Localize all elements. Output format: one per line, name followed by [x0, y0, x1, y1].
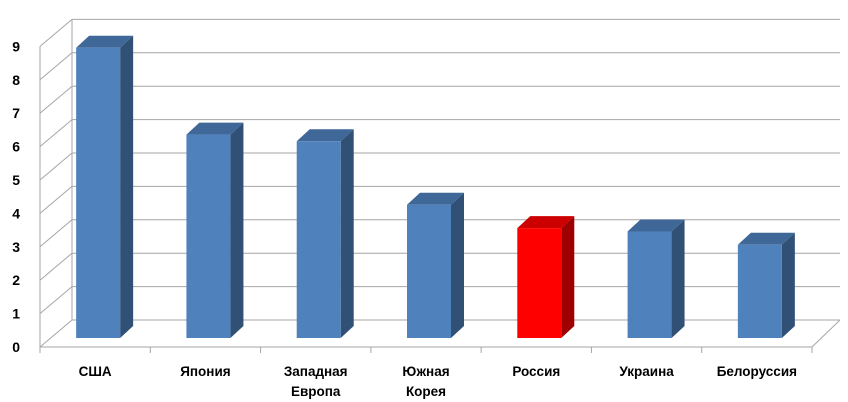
x-category-label: Европа: [291, 384, 341, 399]
y-tick-label: 2: [12, 272, 20, 288]
bar-top: [407, 192, 464, 205]
y-tick-label: 9: [12, 38, 20, 54]
bar-front: [517, 228, 562, 338]
gridline-side: [39, 252, 73, 281]
bar-side: [781, 232, 795, 338]
y-tick-label: 1: [12, 306, 20, 322]
gridline-side: [39, 19, 73, 47]
x-category-label: США: [79, 364, 112, 379]
y-tick-label: 7: [12, 105, 20, 121]
y-tick-label: 4: [12, 205, 20, 221]
bar-side: [230, 122, 244, 338]
x-category-label: Россия: [512, 364, 560, 379]
bar-front: [296, 141, 341, 338]
bar: [76, 35, 134, 339]
x-category-label: Корея: [406, 384, 446, 399]
bar: [517, 216, 575, 338]
x-category-label: Западная: [284, 364, 348, 379]
x-category-label: Белоруссия: [717, 364, 797, 379]
x-category-label: Япония: [180, 364, 230, 379]
bar-front: [76, 47, 121, 339]
bar-side: [451, 192, 464, 338]
x-axis-labels: США Япония Западная Европа Южная Корея Россия У…: [79, 364, 797, 399]
y-tick-label: 5: [12, 172, 20, 188]
gridline-side: [39, 85, 73, 114]
bar: [737, 232, 795, 338]
bar-side: [120, 35, 134, 339]
bar-side: [671, 219, 685, 338]
y-axis-ticks: 0 1 2 3 4 5 6 7 8 9: [12, 38, 20, 355]
bar: [627, 219, 685, 338]
y-tick-label: 6: [12, 139, 20, 155]
x-category-label: Украина: [619, 364, 674, 379]
y-tick-label: 0: [12, 339, 20, 355]
bar-side: [340, 129, 354, 338]
x-category-label: Южная: [402, 364, 449, 379]
bar-top: [737, 232, 795, 245]
bar-side: [561, 216, 575, 338]
y-tick-label: 8: [12, 72, 20, 88]
gridline-side: [39, 152, 73, 181]
gridline-side: [39, 219, 73, 248]
bar-top: [76, 35, 134, 48]
bar: [407, 192, 464, 338]
bar-front: [186, 134, 231, 338]
y-tick-label: 3: [12, 239, 20, 255]
gridline-side: [39, 319, 73, 348]
bars: [76, 35, 795, 339]
bar-front: [737, 244, 782, 338]
gridline-side: [39, 286, 73, 314]
bar: [186, 122, 244, 338]
gridline-side: [39, 119, 73, 147]
bar-top: [627, 219, 685, 232]
bar-front: [407, 204, 451, 338]
bar-top: [296, 129, 354, 142]
gridline-side: [39, 52, 73, 81]
bar-front: [627, 231, 672, 338]
bar: [296, 129, 354, 338]
bar-top: [517, 216, 575, 229]
gridline-side: [39, 186, 73, 214]
bar-top: [186, 122, 244, 135]
